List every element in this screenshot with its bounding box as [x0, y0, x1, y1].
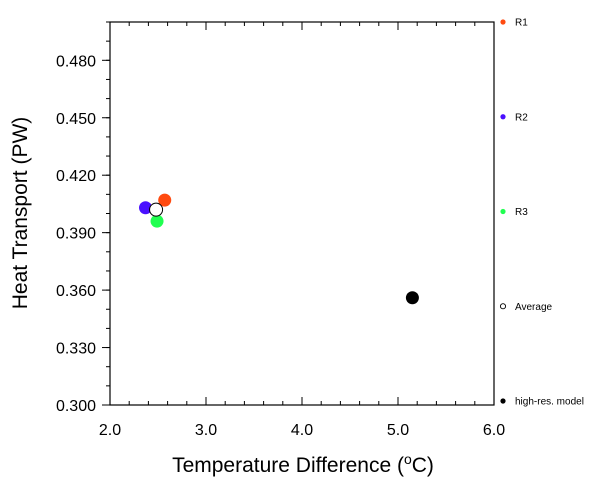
- legend-label: high-res. model: [515, 397, 584, 408]
- y-tick-label: 0.300: [56, 398, 96, 415]
- x-tick-label: 3.0: [195, 422, 217, 439]
- y-tick-label: 0.420: [56, 168, 96, 185]
- x-axis: 2.0 3.0 4.0 5.0 6.0: [99, 22, 505, 439]
- x-tick-label: 2.0: [99, 422, 121, 439]
- legend-label: R2: [515, 112, 528, 123]
- y-tick-label: 0.330: [56, 341, 96, 358]
- y-tick-label: 0.360: [56, 283, 96, 300]
- data-points: [139, 193, 419, 305]
- y-axis-title: Heat Transport (PW): [9, 117, 32, 310]
- legend: R1 R2 R3 Average high-res. model: [499, 18, 584, 408]
- legend-marker: [500, 208, 506, 215]
- data-point-series-3: [150, 214, 164, 228]
- y-tick-label: 0.450: [56, 111, 96, 128]
- data-point-series-4: [149, 202, 164, 217]
- x-tick-label: 6.0: [483, 422, 505, 439]
- plot-area: [109, 21, 495, 406]
- data-point-series-2: [139, 201, 153, 215]
- legend-marker: [499, 303, 507, 310]
- y-tick-label: 0.480: [56, 53, 96, 70]
- legend-marker: [500, 19, 506, 25]
- x-axis-title: Temperature Difference (oC): [172, 451, 434, 477]
- x-axis-title-degree: o: [404, 451, 412, 467]
- x-tick-label: 5.0: [387, 422, 409, 439]
- x-tick-label: 4.0: [291, 422, 313, 439]
- y-tick-label: 0.390: [56, 226, 96, 243]
- x-axis-title-unit: C): [412, 454, 434, 477]
- legend-label: Average: [515, 302, 553, 313]
- x-axis-title-main: Temperature Difference (: [172, 454, 404, 477]
- legend-label: R1: [515, 18, 528, 29]
- legend-label: R3: [515, 207, 528, 218]
- y-axis: 0.300 0.330 0.360 0.390 0.420 0.450 0.480: [56, 21, 110, 415]
- legend-marker: [500, 398, 506, 404]
- data-point-series-5: [405, 291, 419, 305]
- legend-marker: [500, 114, 506, 120]
- data-point-series-1: [158, 193, 172, 207]
